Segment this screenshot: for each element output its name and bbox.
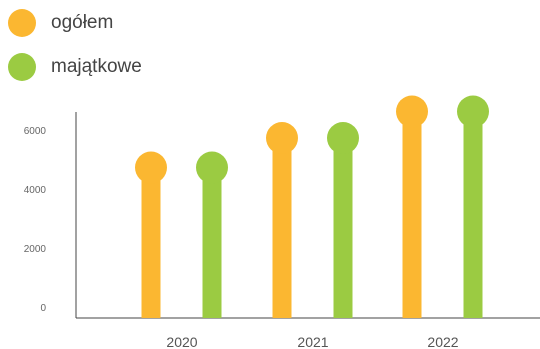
x-category-label: 2022 [427,334,458,349]
y-tick-label: 0 [40,303,46,314]
legend-label-ogolem: ogółem [51,12,114,33]
legend-marker-ogolem [8,9,36,37]
bar-head-0 [266,122,298,155]
bar-stem-0 [402,111,422,318]
bar-head-1 [327,122,359,155]
chart-legend: ogółem majątkowe [8,8,142,96]
x-category-label: 2020 [166,334,197,349]
y-tick-label: 4000 [24,185,47,196]
bar-stem-1 [333,138,353,318]
bar-stem-0 [141,167,161,318]
legend-label-majatkowe: majątkowe [51,56,142,77]
bar-head-1 [457,95,489,128]
y-tick-label: 2000 [24,244,47,255]
bar-head-0 [135,151,167,184]
bar-stem-1 [463,111,483,318]
bar-stem-0 [272,138,292,318]
legend-item-majatkowe: majątkowe [8,52,142,82]
bar-head-0 [396,95,428,128]
x-category-label: 2021 [297,334,328,349]
legend-item-ogolem: ogółem [8,8,142,38]
legend-marker-majatkowe [8,53,36,81]
y-tick-label: 6000 [24,126,47,137]
bar-stem-1 [202,167,222,318]
bar-head-1 [196,151,228,184]
